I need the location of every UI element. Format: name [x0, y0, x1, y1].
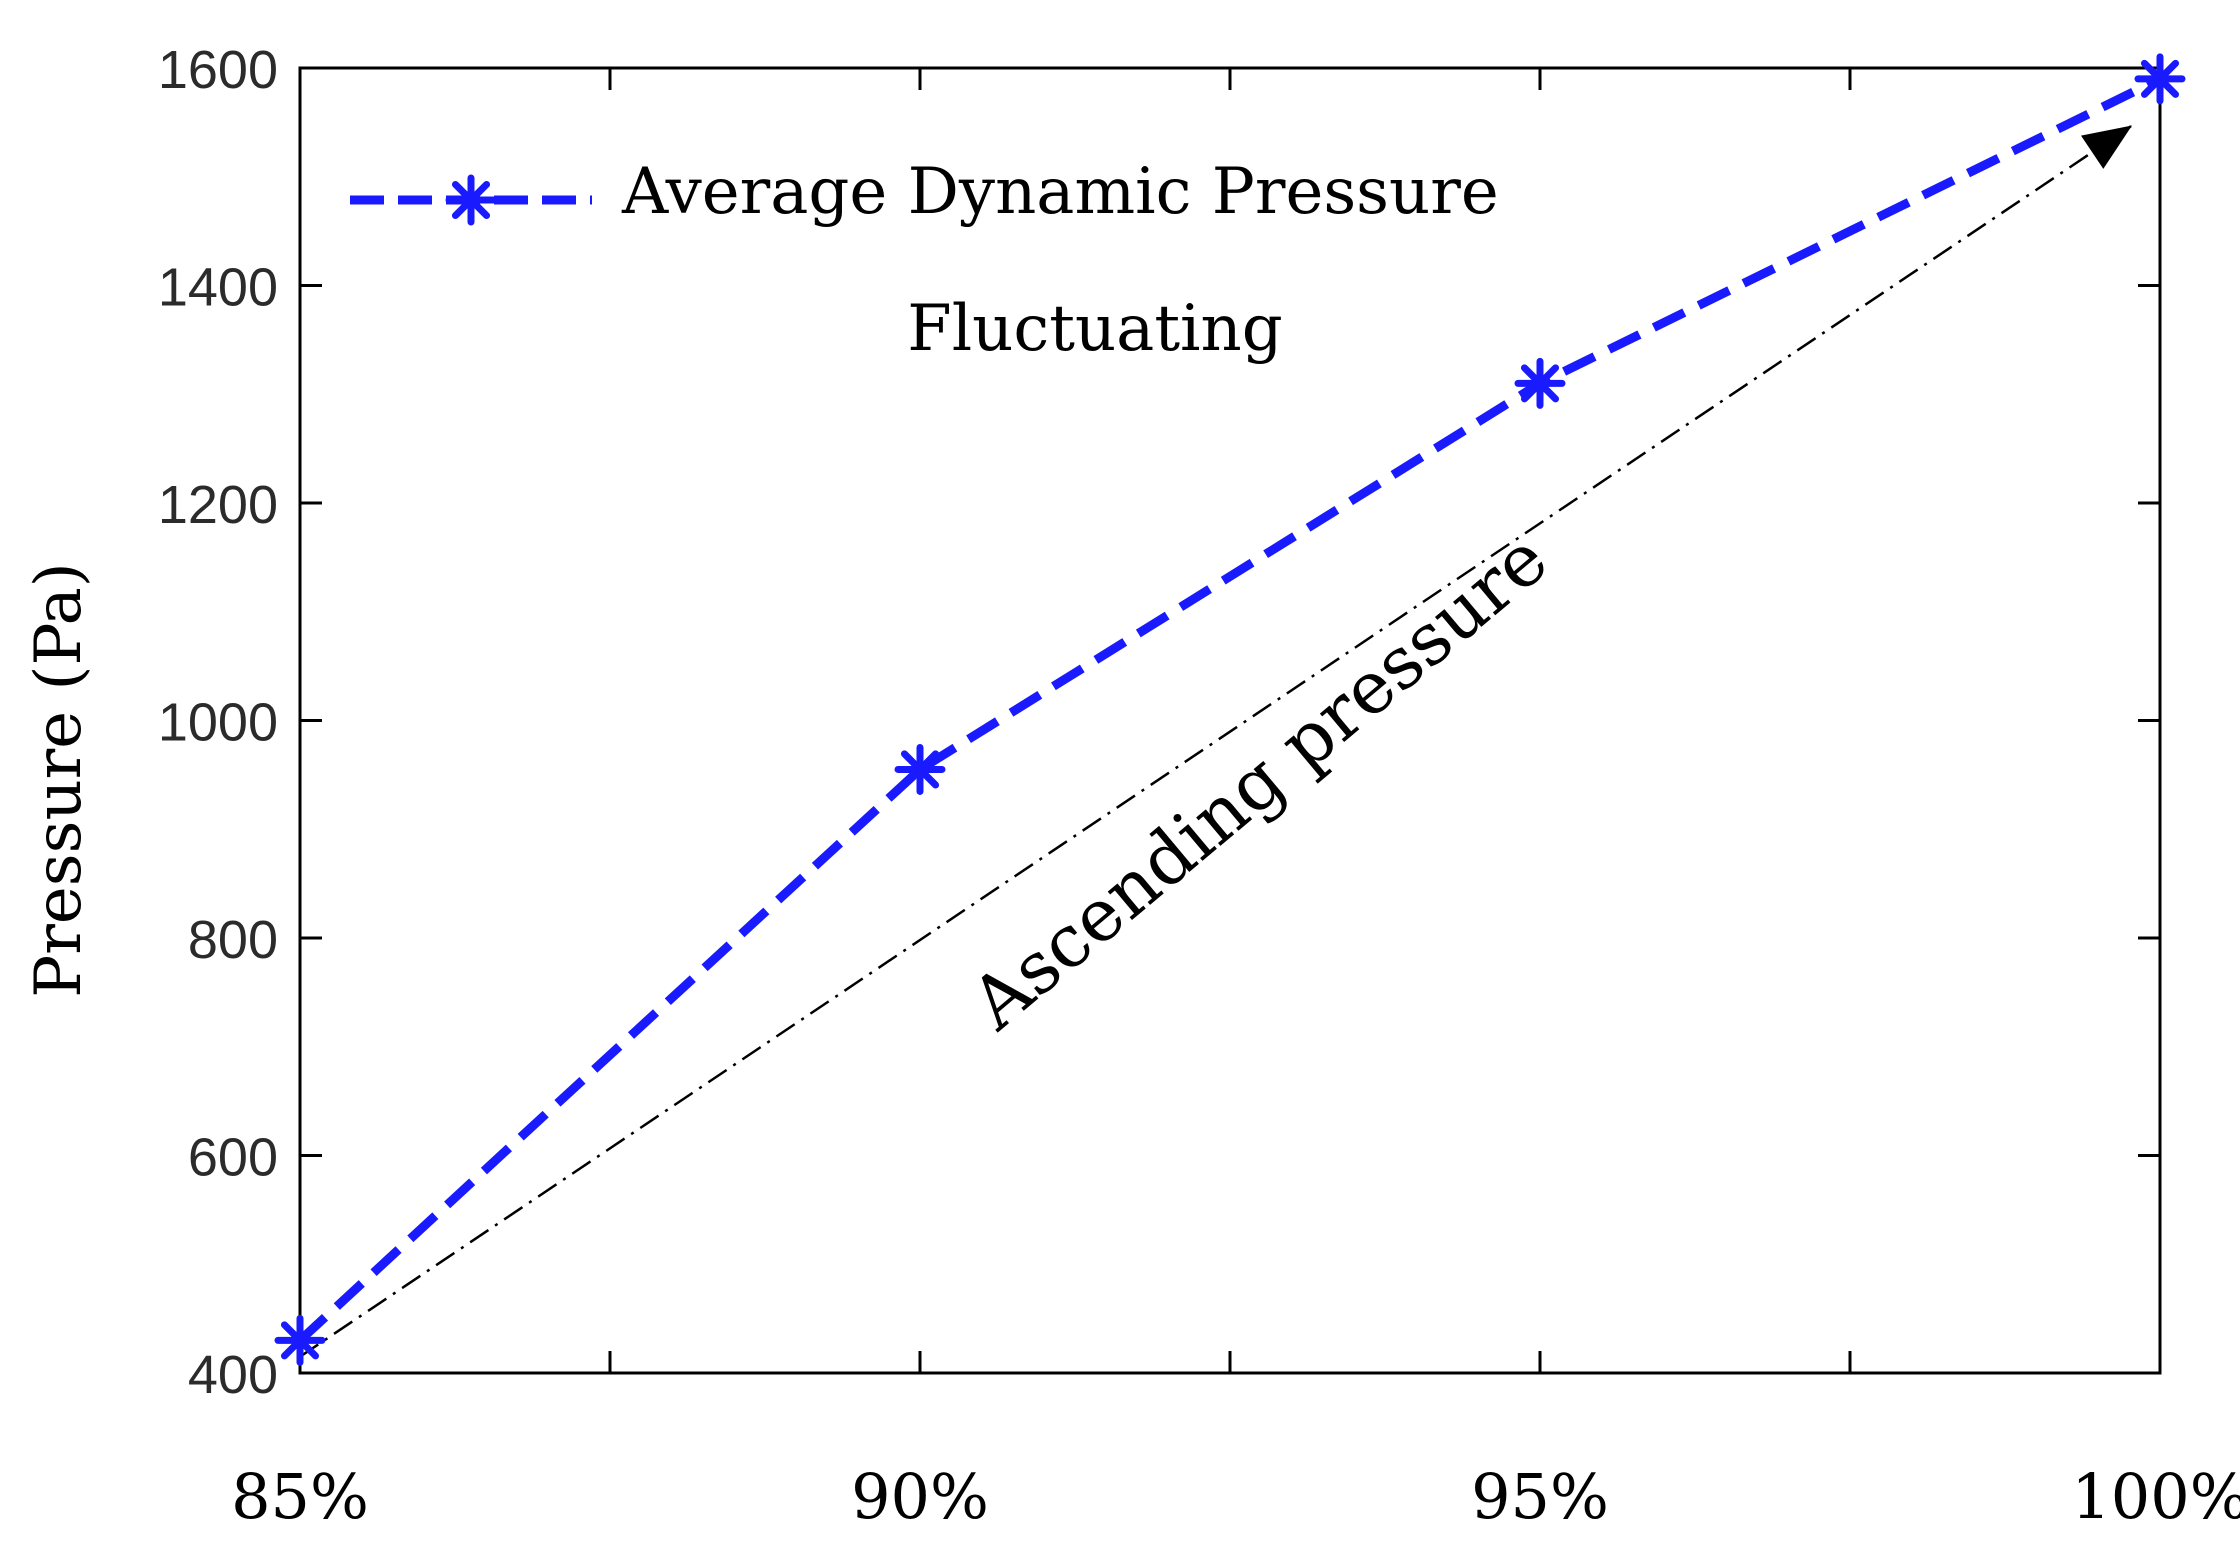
legend-label-line-1: Average Dynamic Pressure: [621, 155, 1499, 229]
data-point-star: [274, 1314, 326, 1366]
x-tick-label: 95%: [1471, 1460, 1609, 1533]
y-tick-label: 400: [188, 1345, 278, 1405]
y-axis-label: Pressure (Pa): [22, 562, 96, 998]
data-point-star: [894, 743, 946, 795]
data-point-star: [2134, 53, 2186, 105]
y-tick-label: 1000: [158, 693, 278, 753]
ascending-pressure-arrowhead: [2081, 125, 2132, 169]
y-tick-label: 1400: [158, 258, 278, 318]
legend-star-marker: [445, 174, 497, 226]
x-tick-label: 85%: [231, 1460, 369, 1533]
x-tick-label: 90%: [851, 1460, 989, 1533]
y-tick-label: 600: [188, 1128, 278, 1188]
x-tick-label: 100%: [2071, 1460, 2240, 1533]
y-tick-label: 1200: [158, 475, 278, 535]
y-tick-label: 1600: [158, 40, 278, 100]
legend-label-line-2: Fluctuating: [907, 292, 1282, 366]
series-line-average-dynamic-pressure: [296, 74, 2162, 1344]
data-point-star: [1514, 357, 1566, 409]
y-tick-label: 800: [188, 910, 278, 970]
